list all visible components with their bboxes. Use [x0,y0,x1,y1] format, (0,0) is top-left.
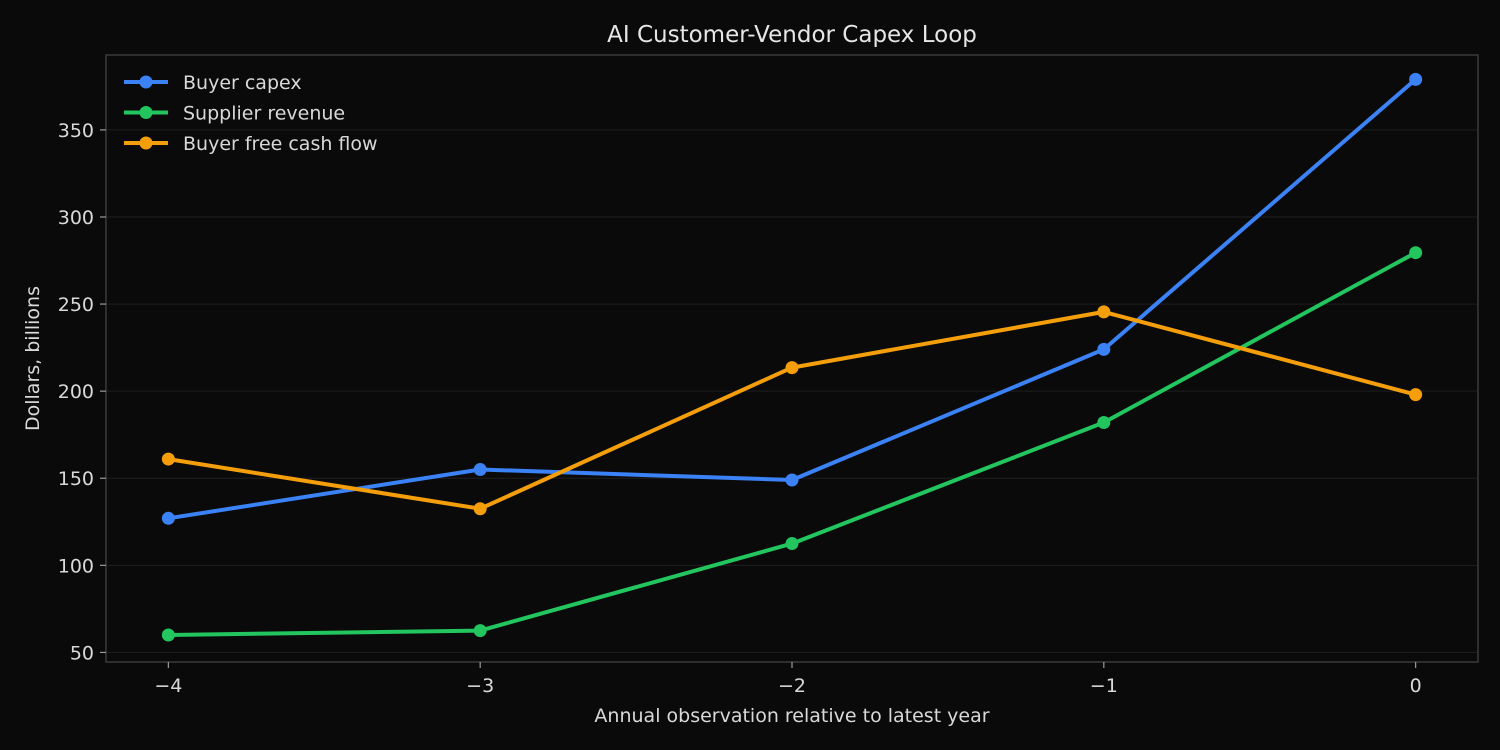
y-tick-label: 300 [58,207,94,229]
x-axis-label: Annual observation relative to latest ye… [594,705,989,727]
legend-label: Supplier revenue [183,103,345,125]
data-point-supplier-revenue [161,628,175,642]
series-buyer-capex [161,72,1423,525]
data-point-buyer-capex [473,463,487,477]
data-point-buyer-free-cash-flow [785,361,799,375]
data-point-buyer-free-cash-flow [161,452,175,466]
legend-swatch-marker [139,75,153,89]
data-point-supplier-revenue [473,624,487,638]
y-tick-label: 350 [58,120,94,142]
data-point-supplier-revenue [785,537,799,551]
series-lines [161,72,1423,642]
y-axis-label: Dollars, billions [22,286,44,431]
chart-title: AI Customer-Vendor Capex Loop [607,22,977,48]
data-point-buyer-free-cash-flow [473,502,487,516]
legend-item-buyer-capex: Buyer capex [124,72,302,94]
x-tick-label: −2 [778,675,806,697]
legend-item-supplier-revenue: Supplier revenue [124,103,345,125]
legend-swatch-marker [139,106,153,119]
data-point-buyer-free-cash-flow [1097,305,1111,319]
series-supplier-revenue [161,246,1423,642]
y-tick-label: 100 [58,555,94,577]
x-tick-label: −1 [1090,675,1118,697]
data-point-supplier-revenue [1409,246,1423,260]
legend: Buyer capex Supplier revenue Buyer free ca… [124,72,378,155]
x-tick-label: 0 [1410,675,1422,697]
y-tick-label: 200 [58,381,94,403]
y-tick-label: 150 [58,468,94,490]
legend-swatch-marker [139,136,153,150]
legend-item-buyer-free-cash-flow: Buyer free cash flow [124,133,378,155]
data-point-buyer-capex [161,511,175,525]
x-axis: −4 −3 −2 −1 0 [154,662,1422,697]
data-point-supplier-revenue [1097,416,1111,430]
y-tick-label: 50 [70,642,94,664]
legend-label: Buyer capex [183,72,302,94]
data-point-buyer-capex [1097,342,1111,356]
x-tick-label: −4 [154,675,182,697]
x-tick-label: −3 [466,675,494,697]
data-point-buyer-capex [785,473,799,487]
y-tick-label: 250 [58,294,94,316]
y-axis: 50 100 150 200 250 300 350 [58,120,106,664]
data-point-buyer-capex [1409,72,1423,86]
data-point-buyer-free-cash-flow [1409,388,1423,402]
legend-label: Buyer free cash flow [183,133,378,155]
series-buyer-free-cash-flow [161,305,1423,516]
